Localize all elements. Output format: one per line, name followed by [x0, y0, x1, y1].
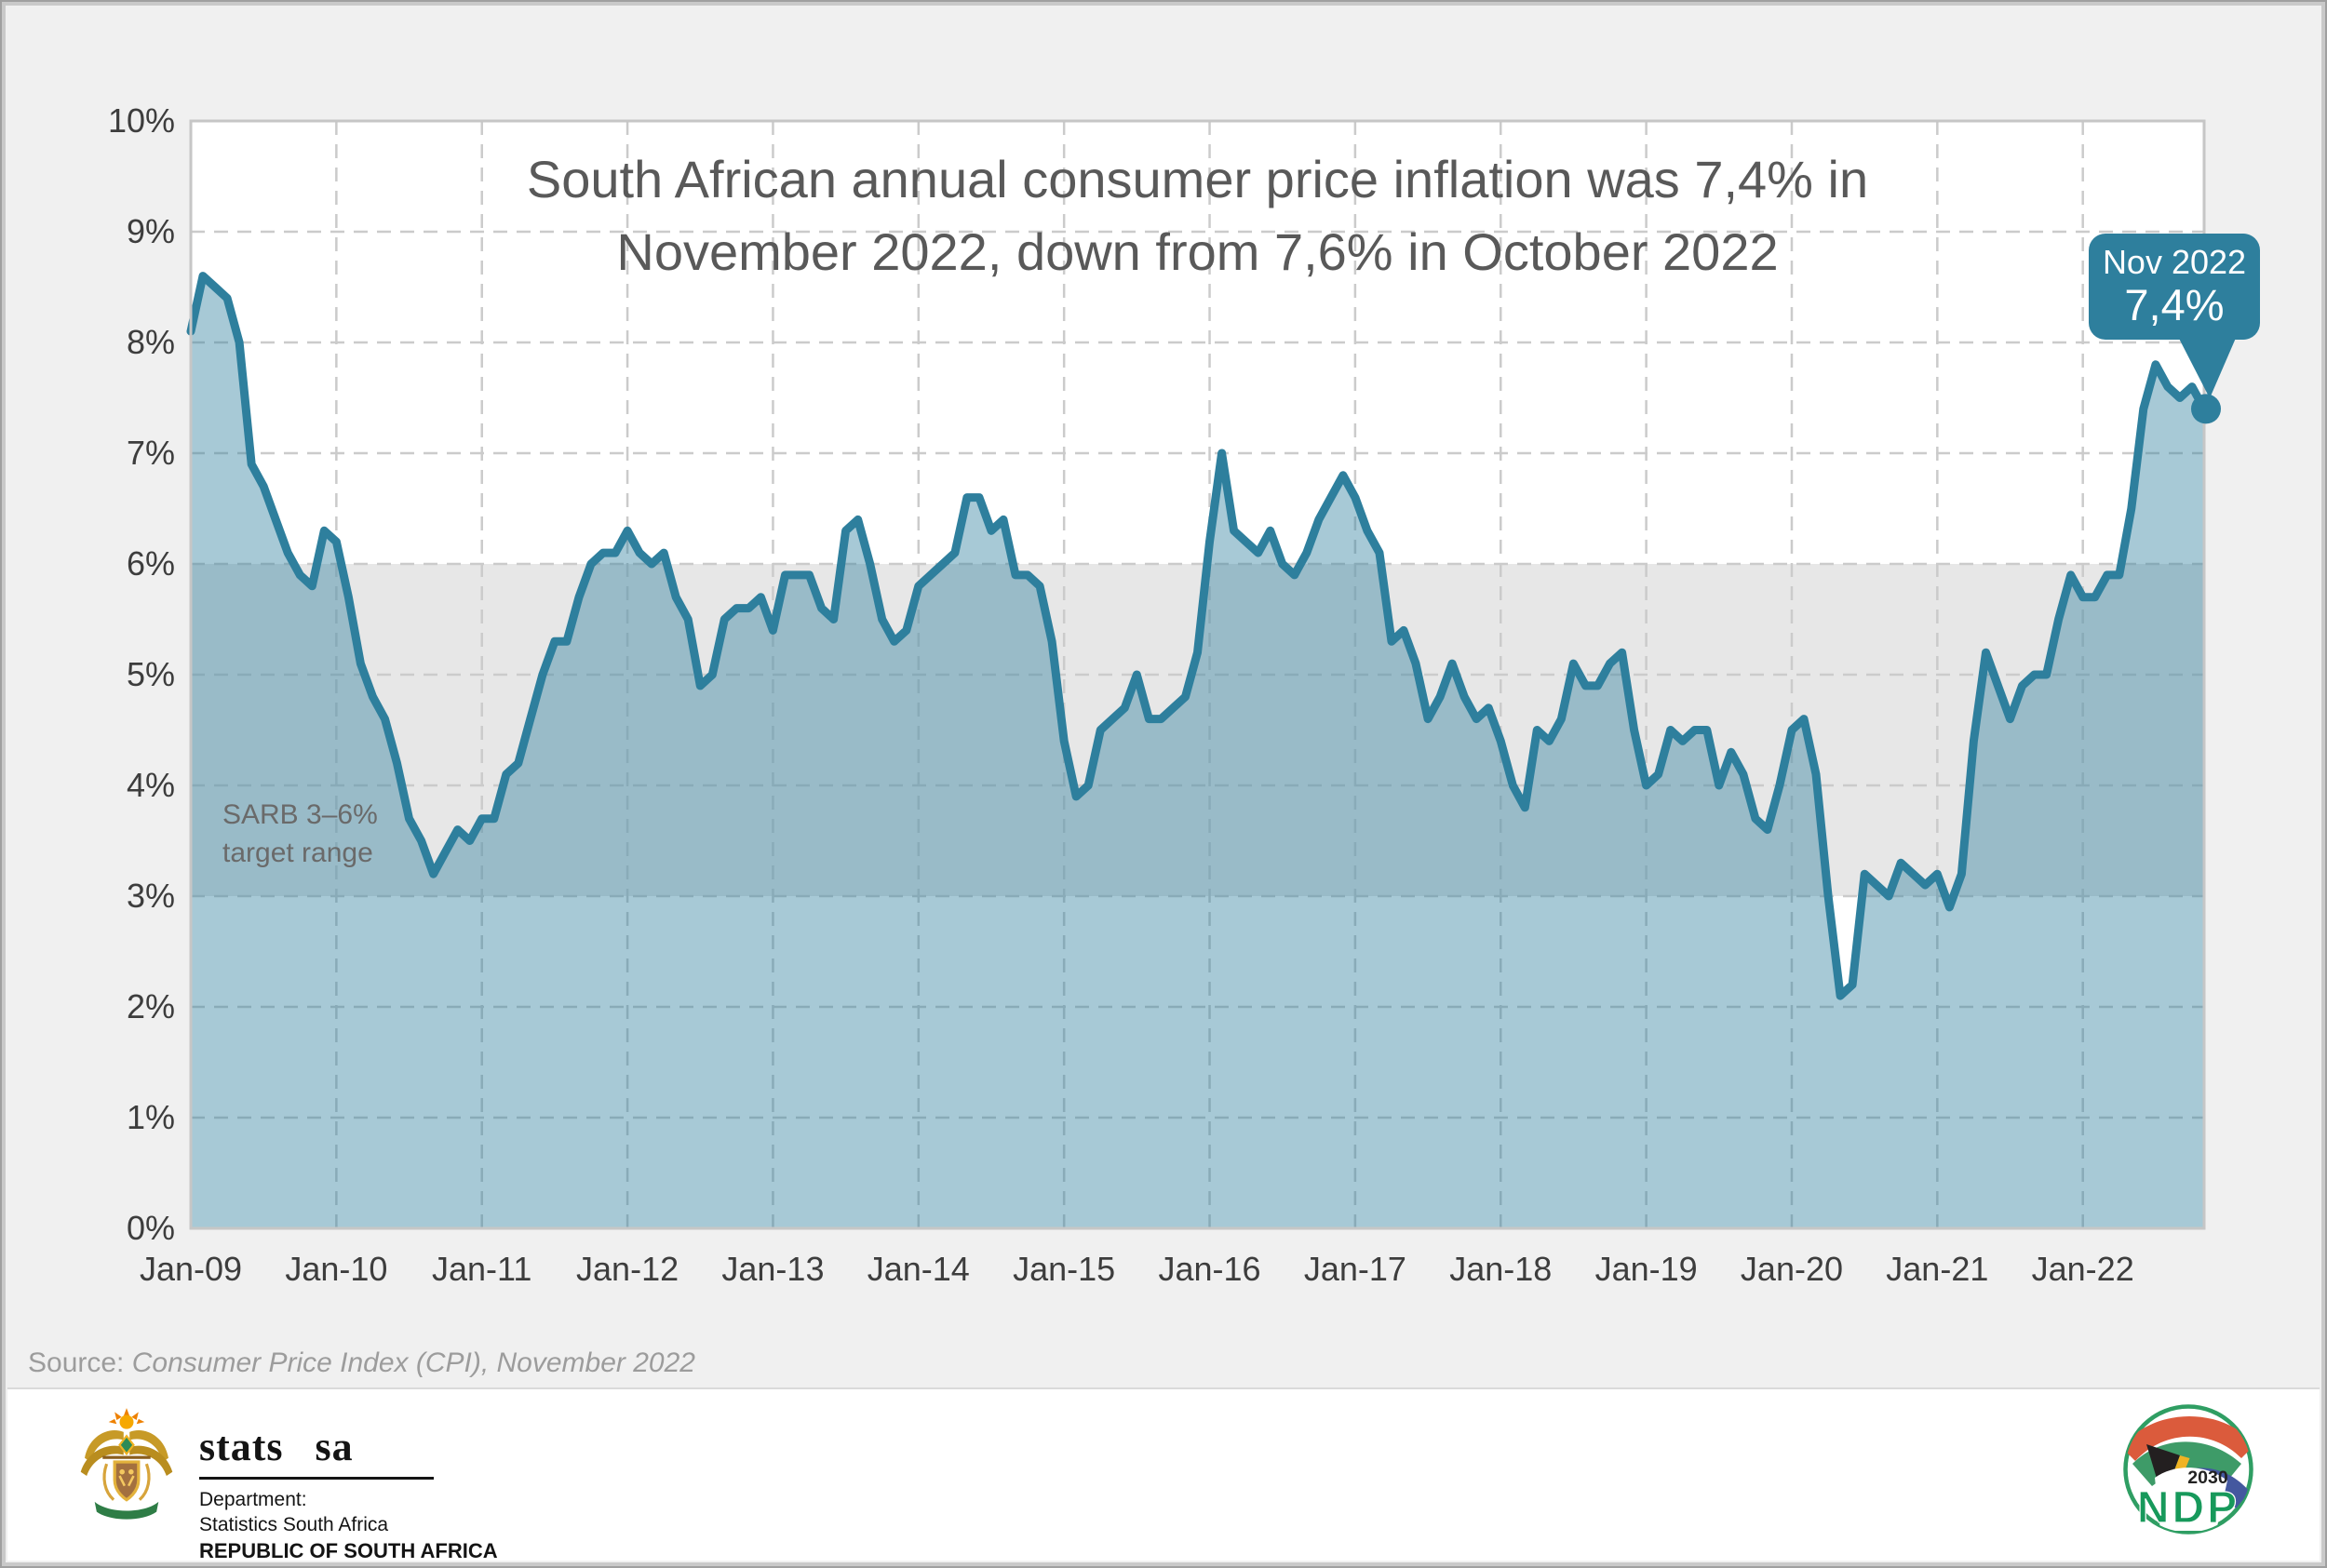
- x-tick-label: Jan-18: [1449, 1250, 1553, 1288]
- y-tick-label: 3%: [126, 877, 175, 915]
- x-tick-label: Jan-09: [139, 1250, 243, 1288]
- statssa-rule: [199, 1477, 434, 1480]
- coat-wheat: [102, 1463, 151, 1501]
- x-tick-label: Jan-21: [1886, 1250, 1989, 1288]
- target-range-line1: SARB 3–6%: [222, 799, 378, 830]
- ndp-black-triangle: [2146, 1444, 2180, 1500]
- coat-banner: [94, 1501, 159, 1520]
- y-tick-label: 6%: [126, 544, 175, 583]
- data-point-dot: [2191, 394, 2221, 424]
- source-text: Consumer Price Index (CPI), November 202…: [131, 1347, 695, 1378]
- y-tick-label: 2%: [126, 987, 175, 1025]
- y-tick-label: 1%: [126, 1098, 175, 1136]
- statssa-dept-line3: REPUBLIC OF SOUTH AFRICA: [199, 1538, 498, 1562]
- callout-date-label: Nov 2022: [2102, 243, 2247, 282]
- x-tick-label: Jan-16: [1158, 1250, 1261, 1288]
- coat-sun: [108, 1408, 145, 1429]
- latest-value-callout: Nov 2022 7,4%: [2089, 234, 2260, 340]
- ndp-red-swoosh: [2125, 1416, 2252, 1461]
- footer-band: stats sa Department: Statistics South Af…: [7, 1387, 2320, 1564]
- x-tick-label: Jan-22: [2031, 1250, 2134, 1288]
- statssa-wordmark: stats sa: [199, 1424, 354, 1469]
- sa-coat-of-arms-icon: [80, 1408, 173, 1520]
- y-tick-label: 0%: [126, 1209, 175, 1247]
- y-tick-label: 10%: [107, 101, 175, 140]
- x-tick-label: Jan-10: [285, 1250, 388, 1288]
- y-tick-label: 5%: [126, 655, 175, 693]
- statssa-dept-line2: Statistics South Africa: [199, 1514, 389, 1536]
- x-tick-label: Jan-12: [576, 1250, 679, 1288]
- target-range-line2: target range: [222, 837, 373, 868]
- trend-line: [186, 272, 2209, 1000]
- coat-wings: [80, 1430, 173, 1476]
- source-note: Source: Consumer Price Index (CPI), Nove…: [28, 1347, 695, 1379]
- x-tick-label: Jan-11: [432, 1250, 532, 1288]
- x-tick-label: Jan-20: [1740, 1250, 1843, 1288]
- chart-title-line1: South African annual consumer price infl…: [526, 150, 1869, 208]
- source-prefix: Source:: [28, 1347, 132, 1378]
- ndp-logo-block: 2030 NDP: [2119, 1402, 2258, 1547]
- x-tick-label: Jan-19: [1594, 1250, 1698, 1288]
- statssa-text-block: stats sa Department: Statistics South Af…: [199, 1406, 498, 1564]
- ndp-2030-icon: 2030 NDP: [2123, 1404, 2253, 1534]
- coat-shield: [113, 1460, 141, 1502]
- y-tick-label: 8%: [126, 323, 175, 361]
- chart-title: South African annual consumer price infl…: [191, 143, 2204, 289]
- cpi-area-chart: [186, 119, 2240, 1230]
- y-tick-label: 9%: [126, 212, 175, 250]
- coat-spear: [102, 1455, 151, 1459]
- x-tick-label: Jan-15: [1013, 1250, 1116, 1288]
- coat-diamond: [118, 1434, 135, 1456]
- x-tick-label: Jan-17: [1303, 1250, 1406, 1288]
- area-fill: [191, 275, 2204, 1229]
- callout-pointer: [2174, 329, 2240, 398]
- chart-title-line2: November 2022, down from 7,6% in October…: [616, 222, 1779, 282]
- statssa-logo-block: stats sa Department: Statistics South Af…: [76, 1406, 498, 1564]
- ndp-year-label: 2030: [2187, 1467, 2228, 1488]
- y-tick-label: 4%: [126, 766, 175, 804]
- x-tick-label: Jan-13: [721, 1250, 825, 1288]
- y-tick-label: 7%: [126, 434, 175, 472]
- target-range-annotation: SARB 3–6% target range: [222, 797, 378, 872]
- statssa-dept-line1: Department:: [199, 1489, 307, 1510]
- callout-value-label: 7,4%: [2124, 280, 2225, 330]
- x-tick-label: Jan-14: [867, 1250, 970, 1288]
- ndp-wordmark: NDP: [2137, 1483, 2240, 1533]
- plot-frame: [189, 119, 2206, 1230]
